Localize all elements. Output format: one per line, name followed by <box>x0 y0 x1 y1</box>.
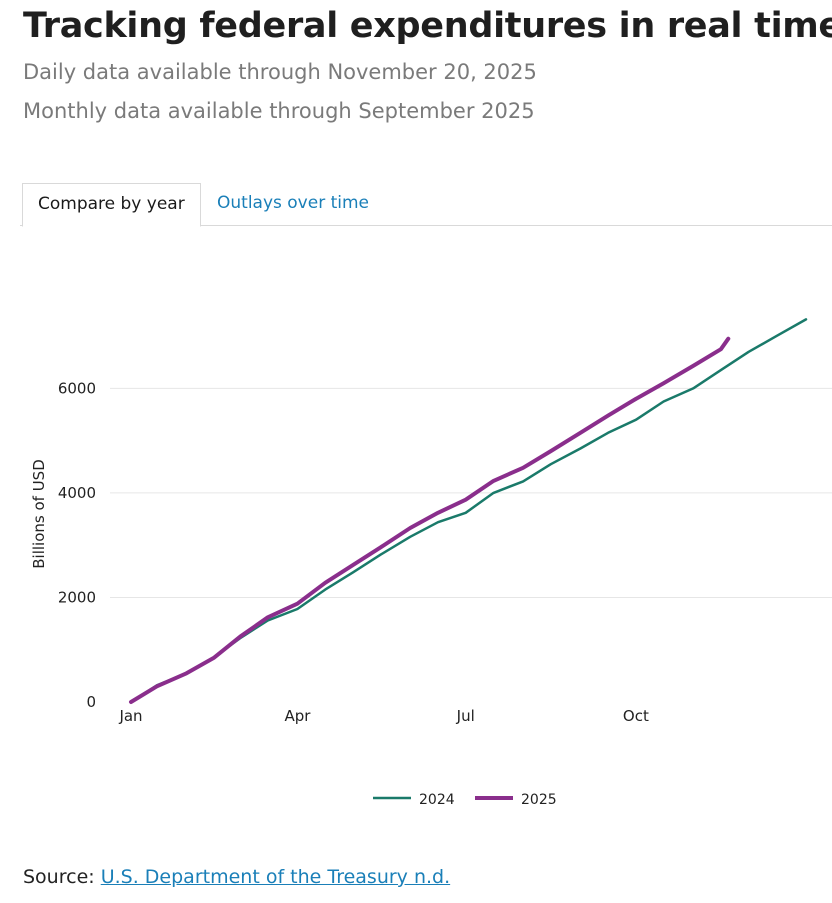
legend: 2024 2025 <box>373 792 557 808</box>
series-lines <box>129 318 808 704</box>
series-line-2025 <box>129 336 731 704</box>
tab-outlays-over-time[interactable]: Outlays over time <box>217 193 370 213</box>
gridlines <box>110 387 832 598</box>
monthly-data-note: Monthly data available through September… <box>23 99 535 123</box>
legend-label-2024: 2024 <box>419 792 455 808</box>
chart-tabs: Compare by year Outlays over time <box>20 183 832 227</box>
legend-label-2025: 2025 <box>521 792 557 808</box>
y-tick-label: 6000 <box>58 379 96 397</box>
x-axis-ticks: Jan Apr Jul Oct <box>118 707 649 725</box>
x-tick-label: Apr <box>284 707 311 725</box>
x-tick-label: Oct <box>623 707 649 725</box>
source-prefix: Source: <box>23 866 95 888</box>
source-line: Source: U.S. Department of the Treasury … <box>23 866 450 888</box>
y-tick-label: 4000 <box>58 484 96 502</box>
y-tick-label: 0 <box>86 693 96 711</box>
page-title: Tracking federal expenditures in real ti… <box>23 6 832 46</box>
x-tick-label: Jul <box>456 707 475 725</box>
y-axis-title: Billions of USD <box>30 459 48 569</box>
daily-data-note: Daily data available through November 20… <box>23 60 537 84</box>
source-link[interactable]: U.S. Department of the Treasury n.d. <box>100 866 451 888</box>
y-axis-ticks: 0 2000 4000 6000 <box>58 379 96 711</box>
expenditure-line-chart: 0 2000 4000 6000 Jan Apr Jul Oct Billions of U… <box>30 318 832 808</box>
tab-compare-by-year[interactable]: Compare by year <box>22 183 201 227</box>
x-tick-label: Jan <box>118 707 142 725</box>
y-tick-label: 2000 <box>58 588 96 606</box>
